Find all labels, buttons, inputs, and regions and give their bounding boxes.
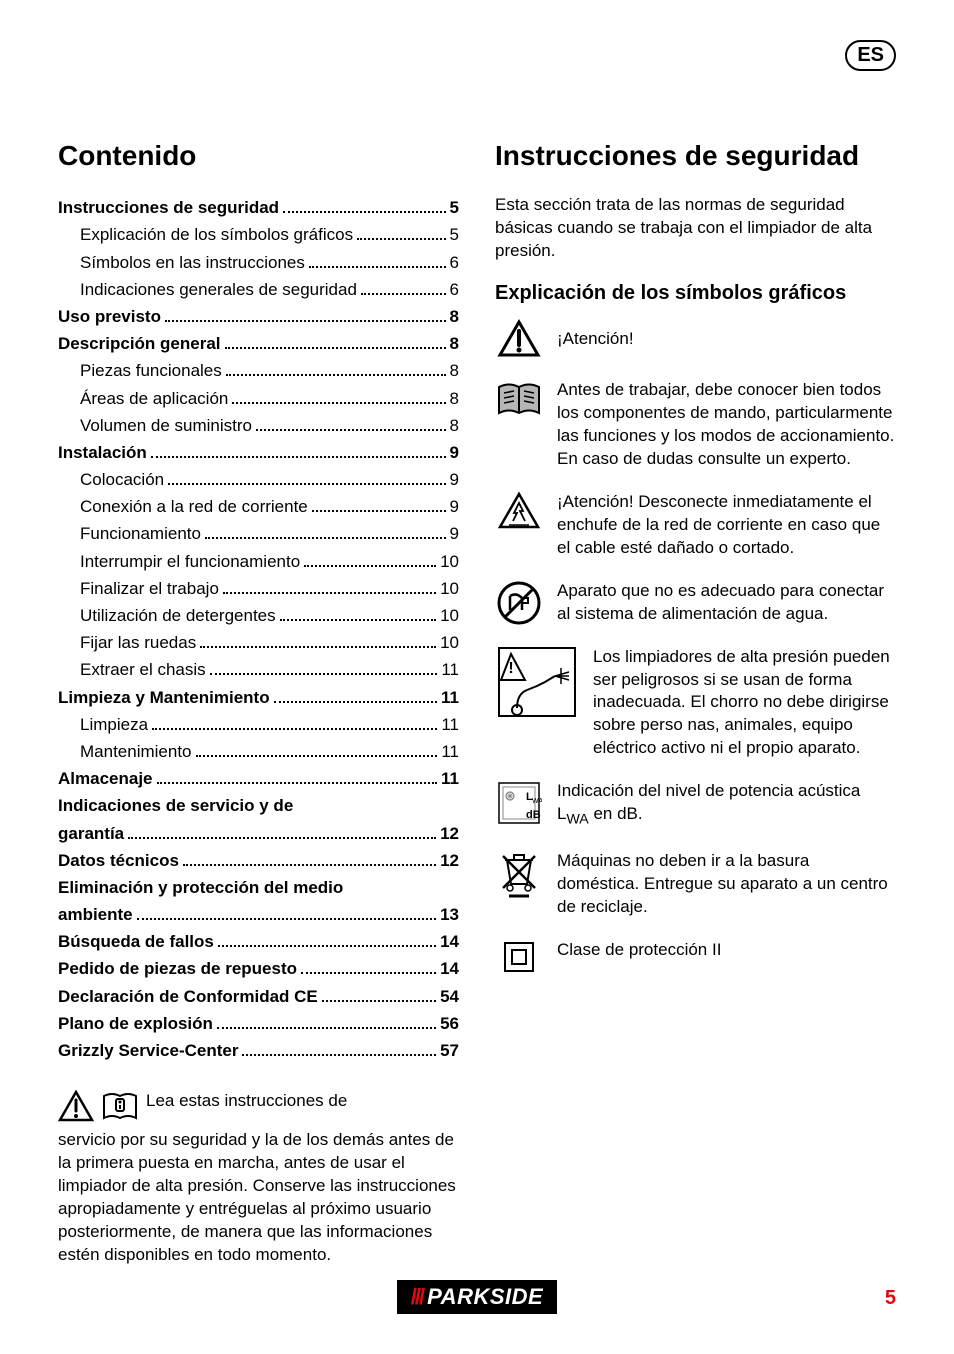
toc-entry: Uso previsto8 (58, 303, 459, 330)
page-number: 5 (885, 1287, 896, 1310)
lead-paragraph: Lea estas instrucciones de (146, 1090, 459, 1113)
manual-info-icon (100, 1090, 140, 1127)
symbol-description: ¡Atención! Desconecte inmediatamente el … (557, 491, 896, 560)
right-column: Instrucciones de seguridad Esta sección … (495, 140, 896, 1267)
toc-entry: Declaración de Conformidad CE54 (58, 983, 459, 1010)
warn-triangle-icon (495, 319, 543, 359)
toc-entry: Instalación9 (58, 439, 459, 466)
toc-entry: Indicaciones generales de seguridad6 (58, 276, 459, 303)
toc-entry: Datos técnicos12 (58, 847, 459, 874)
language-badge: ES (845, 40, 896, 71)
toc-entry: garantía12 (58, 820, 459, 847)
brand-logo: ///PARKSIDE (397, 1280, 557, 1314)
toc-entry: Almacenaje11 (58, 765, 459, 792)
lwa-icon: LWAdB (495, 780, 543, 826)
symbol-explanation-list: ¡Atención! Antes de trabajar, debe conoc… (495, 319, 896, 975)
symbol-row: Antes de trabajar, debe conocer bien tod… (495, 379, 896, 471)
toc-entry: Áreas de aplicación8 (58, 385, 459, 412)
symbol-description: Los limpiadores de alta presión pueden s… (593, 646, 896, 761)
symbol-description: Antes de trabajar, debe conocer bien tod… (557, 379, 896, 471)
class2-icon (495, 939, 543, 975)
svg-text:!: ! (508, 660, 513, 677)
toc-entry: Limpieza y Mantenimiento11 (58, 684, 459, 711)
table-of-contents: Instrucciones de seguridad5Explicación d… (58, 194, 459, 1064)
symbol-row: ¡Atención! Desconecte inmediatamente el … (495, 491, 896, 560)
safety-heading: Instrucciones de seguridad (495, 140, 896, 172)
toc-entry: Pedido de piezas de repuesto14 (58, 955, 459, 982)
toc-entry: Eliminación y protección del medio (58, 874, 459, 901)
symbol-row: ¡Atención! (495, 319, 896, 359)
toc-entry: Limpieza11 (58, 711, 459, 738)
symbol-description: Máquinas no deben ir a la basura domésti… (557, 850, 896, 919)
safety-intro: Esta sección trata de las normas de segu… (495, 194, 896, 263)
symbol-row: Máquinas no deben ir a la basura domésti… (495, 850, 896, 919)
toc-entry: Mantenimiento11 (58, 738, 459, 765)
toc-entry: Fijar las ruedas10 (58, 629, 459, 656)
toc-entry: Grizzly Service-Center57 (58, 1037, 459, 1064)
no-water-icon (495, 580, 543, 626)
symbols-subheading: Explicación de los símbolos gráficos (495, 281, 896, 305)
toc-entry: Instrucciones de seguridad5 (58, 194, 459, 221)
svg-text:WA: WA (532, 798, 542, 805)
lead-paragraph-block: Lea estas instrucciones de (58, 1090, 459, 1127)
toc-entry: Indicaciones de servicio y de (58, 792, 459, 819)
symbol-description: Indicación del nivel de potencia acústic… (557, 780, 896, 829)
symbol-row: ! Los limpiadores de alta presión pueden… (495, 646, 896, 761)
toc-entry: Símbolos en las instrucciones6 (58, 249, 459, 276)
symbol-description: Aparato que no es adecuado para conectar… (557, 580, 896, 626)
lead-paragraph-cont: servicio por su seguridad y la de los de… (58, 1129, 459, 1267)
symbol-row: LWAdB Indicación del nivel de potencia a… (495, 780, 896, 829)
toc-entry: Piezas funcionales8 (58, 357, 459, 384)
toc-entry: Conexión a la red de corriente9 (58, 493, 459, 520)
symbol-row: Clase de protección II (495, 939, 896, 975)
two-column-layout: Contenido Instrucciones de seguridad5Exp… (58, 140, 896, 1267)
page-footer: ///PARKSIDE (0, 1280, 954, 1314)
toc-entry: ambiente13 (58, 901, 459, 928)
recycle-icon (495, 850, 543, 898)
shock-icon (495, 491, 543, 531)
symbol-description: ¡Atención! (557, 328, 896, 351)
spray-icon: ! (495, 646, 579, 718)
toc-entry: Interrumpir el funcionamiento10 (58, 548, 459, 575)
symbol-description: Clase de protección II (557, 939, 896, 962)
toc-entry: Colocación9 (58, 466, 459, 493)
toc-entry: Volumen de suministro8 (58, 412, 459, 439)
symbol-row: Aparato que no es adecuado para conectar… (495, 580, 896, 626)
toc-entry: Descripción general8 (58, 330, 459, 357)
toc-entry: Utilización de detergentes10 (58, 602, 459, 629)
toc-entry: Extraer el chasis11 (58, 656, 459, 683)
manual-icon (495, 379, 543, 419)
toc-entry: Búsqueda de fallos14 (58, 928, 459, 955)
toc-entry: Funcionamiento9 (58, 520, 459, 547)
toc-entry: Explicación de los símbolos gráficos5 (58, 221, 459, 248)
toc-heading: Contenido (58, 140, 459, 172)
toc-entry: Plano de explosión56 (58, 1010, 459, 1037)
toc-entry: Finalizar el trabajo10 (58, 575, 459, 602)
svg-text:dB: dB (526, 809, 541, 821)
left-column: Contenido Instrucciones de seguridad5Exp… (58, 140, 459, 1267)
warning-icon (58, 1090, 94, 1127)
